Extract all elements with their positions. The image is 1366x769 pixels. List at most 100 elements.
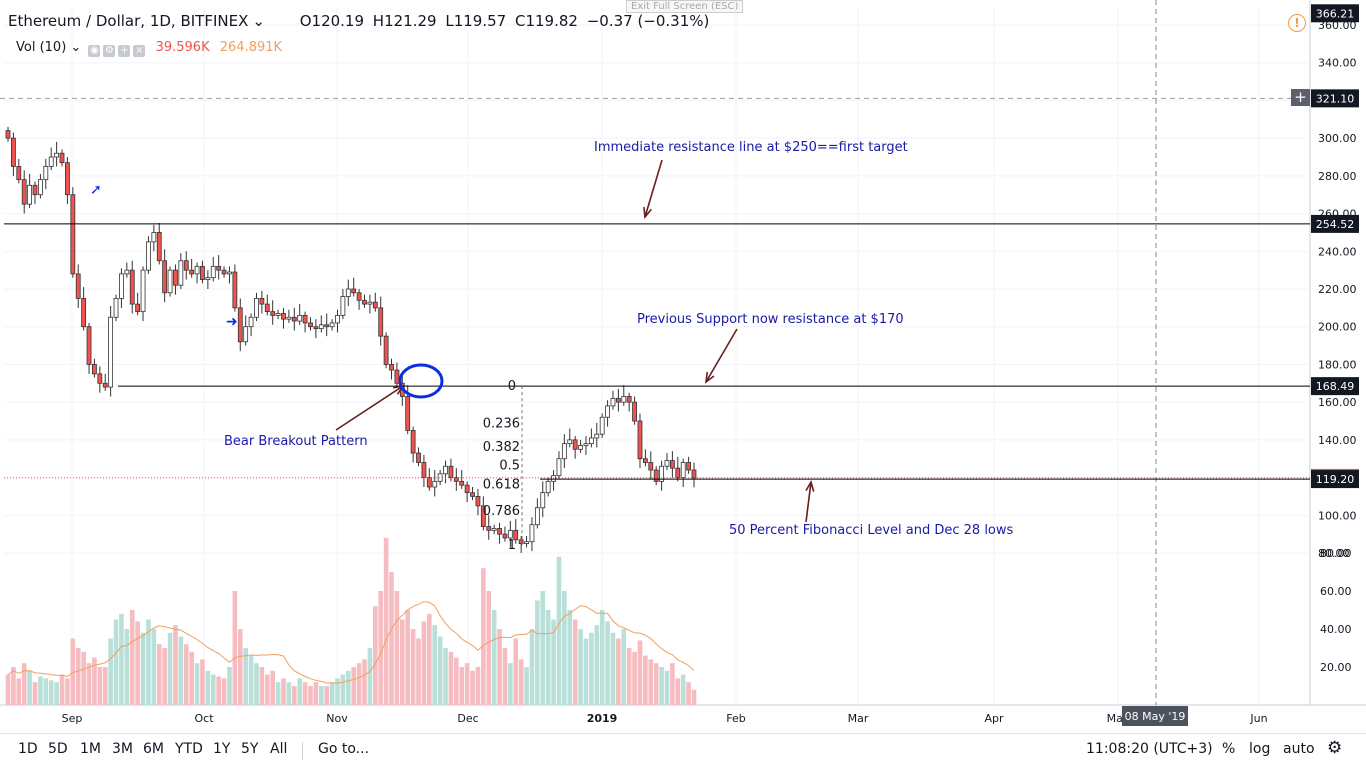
eye-icon[interactable]: ◉ xyxy=(88,45,101,57)
volume-bar xyxy=(572,619,578,705)
y-tick-label: 80.00 xyxy=(1318,547,1350,560)
plus-icon[interactable]: + xyxy=(118,45,131,57)
volume-bar xyxy=(659,667,664,705)
candle-body xyxy=(32,184,38,196)
volume-bar xyxy=(599,610,605,705)
volume-bar xyxy=(286,682,292,705)
volume-bars xyxy=(5,537,697,705)
candle-body xyxy=(38,179,43,196)
candle-body xyxy=(275,313,281,316)
range-all[interactable]: All xyxy=(270,741,288,757)
range-1m[interactable]: 1M xyxy=(80,741,101,757)
candle-body xyxy=(659,465,664,482)
gear-icon[interactable]: ⚙ xyxy=(103,45,116,57)
volume-bar xyxy=(637,640,643,705)
volume-bar xyxy=(270,670,275,705)
candle-body xyxy=(291,316,297,322)
candle-body xyxy=(567,439,573,445)
volume-bar xyxy=(216,676,221,705)
gear-icon[interactable]: ⚙ xyxy=(1327,738,1343,758)
volume-bar xyxy=(183,644,189,705)
volume-tick-label: 20.00 xyxy=(1320,661,1352,674)
volume-bar xyxy=(302,682,308,705)
y-tick-label: 200.00 xyxy=(1318,321,1357,334)
candle-body xyxy=(497,528,502,535)
bottom-toolbar: 1D 5D 1M 3M 6M YTD 1Y 5Y All Go to... 11… xyxy=(0,733,1366,769)
candle-body xyxy=(448,465,454,478)
price-chart[interactable]: 0 0.236 0.382 0.5 0.618 0.786 1 Immediate resi… xyxy=(0,0,1366,733)
fib-level-label: 0.786 xyxy=(483,504,520,519)
candle-body xyxy=(653,469,659,482)
volume-bar xyxy=(383,537,389,705)
volume-bar xyxy=(389,572,394,705)
volume-bar xyxy=(594,625,600,705)
volume-bar xyxy=(551,619,556,705)
annotation-arrow xyxy=(335,385,404,431)
y-tick-label: 100.00 xyxy=(1318,509,1357,522)
clock-time[interactable]: 11:08:20 (UTC+3) xyxy=(1086,741,1213,757)
range-5d[interactable]: 5D xyxy=(48,741,68,757)
volume-bar xyxy=(475,667,481,705)
range-5y[interactable]: 5Y xyxy=(241,741,259,757)
close-icon[interactable]: × xyxy=(133,45,146,57)
go-to-date-button[interactable]: Go to... xyxy=(318,741,370,757)
x-tick-label: Jun xyxy=(1249,712,1267,725)
volume-bar xyxy=(281,678,286,705)
annotations: Immediate resistance line at $250==first… xyxy=(90,140,1014,538)
candle-body xyxy=(459,480,465,486)
candle-body xyxy=(648,462,654,471)
blue-arrow-icon: ➚ xyxy=(90,182,102,198)
candle-body xyxy=(443,465,448,475)
volume-bar xyxy=(275,682,281,705)
volume-bar xyxy=(156,644,162,705)
candle-body xyxy=(664,460,670,467)
volume-bar xyxy=(70,638,76,705)
log-scale-toggle[interactable]: log xyxy=(1249,741,1271,757)
chevron-down-icon[interactable]: ⌄ xyxy=(252,12,265,30)
candle-body xyxy=(599,416,605,435)
range-3m[interactable]: 3M xyxy=(112,741,133,757)
crosshair-plus-icon[interactable]: + xyxy=(1291,89,1310,106)
candle-body xyxy=(416,452,421,463)
candle-body xyxy=(135,303,141,313)
arrow-head xyxy=(704,371,715,384)
warning-icon[interactable]: ! xyxy=(1288,14,1306,32)
candle-body xyxy=(529,524,535,543)
open-value: O120.19 xyxy=(299,12,365,30)
candle-body xyxy=(270,311,276,316)
volume-bar xyxy=(508,663,513,705)
candle-body xyxy=(70,194,76,275)
auto-scale-toggle[interactable]: auto xyxy=(1283,741,1315,757)
exit-fullscreen-hint[interactable]: Exit Full Screen (ESC) xyxy=(626,0,744,13)
volume-bar xyxy=(248,655,254,705)
chart-grid xyxy=(0,0,1366,706)
price-label: 321.10 xyxy=(1316,92,1355,105)
candle-body xyxy=(513,529,519,541)
range-ytd[interactable]: YTD xyxy=(175,741,203,757)
candle-body xyxy=(5,130,11,139)
volume-bar xyxy=(313,682,319,705)
range-1d[interactable]: 1D xyxy=(18,741,38,757)
symbol-title[interactable]: Ethereum / Dollar, 1D, BITFINEX xyxy=(8,12,249,30)
volume-bar xyxy=(345,670,351,705)
percent-scale-toggle[interactable]: % xyxy=(1222,741,1236,757)
candle-body xyxy=(324,324,330,328)
breakout-circle xyxy=(398,363,444,399)
range-6m[interactable]: 6M xyxy=(143,741,164,757)
candle-body xyxy=(686,462,691,471)
volume-bar xyxy=(173,625,178,705)
volume-bar xyxy=(567,610,573,705)
volume-bar xyxy=(524,667,529,705)
chevron-down-icon[interactable]: ⌄ xyxy=(66,40,82,55)
x-tick-label: Nov xyxy=(326,712,348,725)
candle-body xyxy=(594,433,600,439)
volume-bar xyxy=(167,632,173,705)
candle-body xyxy=(572,439,578,450)
price-label: 119.20 xyxy=(1316,473,1355,486)
volume-label[interactable]: Vol (10) xyxy=(16,40,67,55)
candle-body xyxy=(578,445,583,450)
range-1y[interactable]: 1Y xyxy=(213,741,231,757)
arrow-head xyxy=(393,384,405,395)
candle-body xyxy=(173,269,178,286)
candle-body xyxy=(167,269,173,294)
